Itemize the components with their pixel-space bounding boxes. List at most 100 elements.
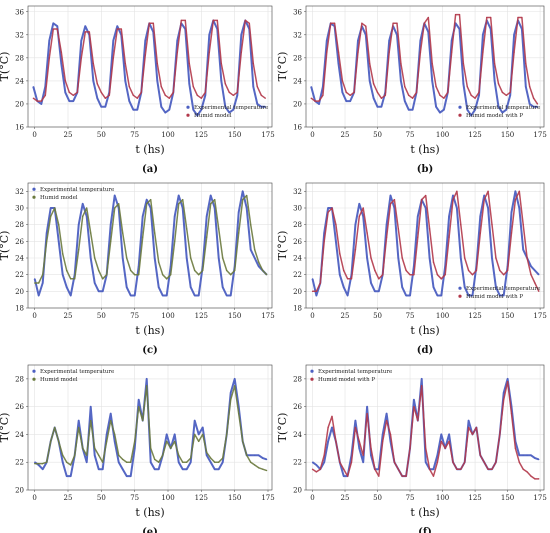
data-point (487, 468, 489, 470)
data-point (495, 257, 497, 259)
data-point (194, 419, 196, 422)
data-point (110, 240, 112, 242)
data-point (248, 22, 250, 24)
data-point (200, 97, 202, 99)
data-point (246, 454, 248, 456)
data-point (188, 63, 190, 65)
data-point (180, 19, 182, 22)
data-point (388, 51, 390, 53)
data-point (335, 440, 337, 442)
data-point (126, 475, 128, 477)
data-point (467, 269, 470, 272)
data-point (210, 457, 212, 459)
data-point (72, 100, 74, 102)
data-point (467, 294, 470, 297)
data-point (210, 194, 212, 197)
data-point (389, 194, 392, 197)
data-point (96, 97, 98, 99)
data-point (464, 286, 466, 288)
data-point (452, 194, 454, 197)
x-axis-label: t (hs) (135, 506, 164, 519)
data-point (389, 203, 392, 205)
y-tick-label: 26 (293, 403, 302, 411)
data-point (517, 16, 519, 19)
data-point (404, 100, 406, 102)
data-point (182, 207, 184, 209)
x-axis-label: t (hs) (135, 324, 164, 337)
data-point (32, 97, 34, 99)
data-point (530, 274, 532, 276)
data-point (134, 440, 136, 442)
data-point (318, 100, 320, 102)
y-tick-label: 20 (15, 487, 24, 495)
data-point (156, 63, 158, 65)
data-point (258, 261, 260, 263)
data-point (499, 269, 501, 272)
data-point (467, 426, 470, 429)
data-point (380, 97, 383, 99)
data-point (365, 25, 367, 27)
data-point (40, 100, 42, 102)
data-point (250, 461, 252, 463)
x-tick-label: 150 (501, 131, 514, 139)
data-point (254, 464, 256, 466)
data-point (86, 215, 88, 217)
data-point (70, 475, 72, 477)
data-point (347, 475, 349, 477)
data-point (42, 282, 44, 284)
data-point (436, 454, 438, 456)
data-point (124, 80, 126, 82)
x-tick-label: 125 (468, 131, 481, 139)
y-tick-label: 22 (15, 459, 24, 467)
data-point (194, 294, 196, 297)
x-tick-label: 50 (373, 494, 382, 502)
data-point (493, 80, 496, 82)
x-tick-label: 125 (468, 494, 481, 502)
data-point (190, 457, 192, 459)
data-point (409, 447, 411, 449)
data-point (525, 86, 527, 88)
chart-panel-2: 0 25 50 75 100 125 150 175 16 20 24 28 32 36 t (hs) T(°… (276, 5, 547, 175)
y-tick-label: 28 (293, 375, 302, 383)
data-point (74, 454, 76, 456)
data-point (60, 51, 62, 53)
chart-panel-4: 0 25 50 75 100 125 150 175 18 20 22 24 26 28 30 32 t (hs… (276, 182, 547, 356)
data-point (66, 461, 68, 463)
x-tick-label: 0 (310, 131, 314, 139)
legend-entry-1: Experimental temperature (40, 187, 114, 193)
data-point (323, 461, 325, 463)
data-point (116, 25, 118, 27)
data-point (66, 286, 68, 288)
data-point (182, 468, 184, 470)
data-point (421, 199, 423, 201)
data-point (162, 274, 164, 276)
data-point (226, 269, 228, 272)
data-point (234, 269, 236, 272)
x-tick-label: 25 (341, 494, 350, 502)
data-point (134, 294, 136, 297)
data-point (72, 94, 74, 96)
data-point (90, 232, 92, 234)
data-point (503, 392, 505, 394)
data-point (310, 97, 312, 99)
data-point (264, 97, 266, 99)
data-point (44, 94, 46, 96)
data-point (440, 433, 442, 436)
data-point (110, 413, 112, 415)
data-point (62, 454, 64, 456)
data-point (50, 215, 52, 217)
data-point (48, 57, 50, 59)
data-point (78, 249, 80, 251)
data-point (447, 91, 449, 94)
data-point (388, 39, 390, 42)
x-tick-label: 125 (195, 131, 208, 139)
data-point (166, 433, 168, 436)
data-point (142, 236, 144, 238)
data-point (228, 111, 230, 114)
y-axis-label: T(°C) (276, 52, 289, 82)
data-point (84, 25, 86, 27)
data-point (487, 190, 489, 192)
subfigure-label: (c) (142, 345, 158, 356)
legend-entry-1: Experimental temperature (194, 105, 268, 111)
data-point (178, 194, 180, 197)
